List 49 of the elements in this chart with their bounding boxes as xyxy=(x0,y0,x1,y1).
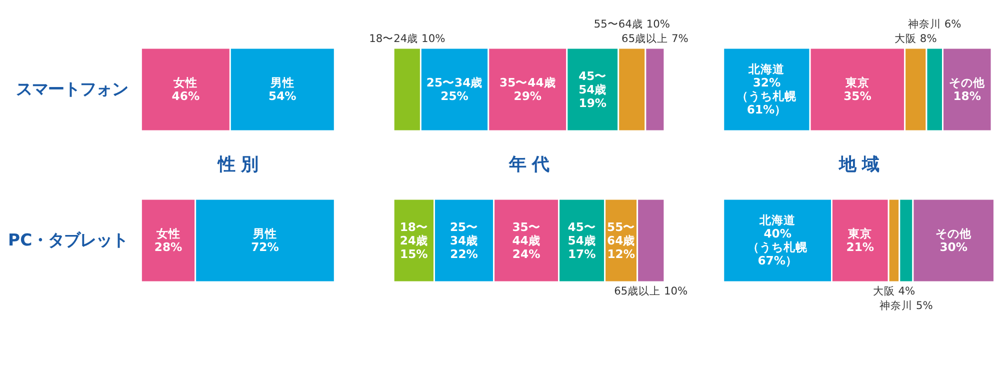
text: 男性 xyxy=(252,226,277,241)
data-label: 21% xyxy=(846,240,874,254)
data-label: 30% xyxy=(940,240,968,254)
text: 65歳以上 10% xyxy=(614,284,688,298)
data-label: 24% xyxy=(512,246,541,261)
text: 神奈川 6% xyxy=(908,18,962,31)
series-label: その他 xyxy=(949,76,986,90)
text: 東京 xyxy=(845,76,870,90)
series-label: 35〜44歳 xyxy=(500,76,556,90)
series-label: 55〜 64歳 xyxy=(607,220,636,248)
text: 神奈川 5% xyxy=(880,299,933,312)
text: 大阪 4% xyxy=(872,284,916,298)
data-label: 32% （うち札幌 61%） xyxy=(736,76,798,117)
text: 55〜64歳 10% xyxy=(594,18,670,31)
data-label: 72% xyxy=(251,240,280,254)
data-label: 19% xyxy=(578,96,607,110)
text: 18〜24歳 10% xyxy=(369,32,446,46)
data-label: 18% xyxy=(953,89,982,104)
text: 45〜54歳 xyxy=(578,68,607,96)
text: 性 別 xyxy=(216,154,258,175)
y-tick-label: スマートフォン xyxy=(16,79,128,98)
data-label: 25% xyxy=(440,89,469,104)
text: 大阪 8% xyxy=(894,32,937,46)
text: 女性 xyxy=(174,76,198,90)
text: 地 域 xyxy=(838,154,879,175)
series-label: 女性 xyxy=(155,226,180,241)
data-label: 46% xyxy=(172,89,200,104)
text: 35〜44歳 xyxy=(512,220,540,248)
text: 北海道 xyxy=(748,62,785,76)
data-label: 15% xyxy=(400,246,428,261)
data-label: 22% xyxy=(450,246,478,261)
data-label: 28% xyxy=(154,240,183,254)
text: 25〜34歳 xyxy=(450,220,478,248)
series-label: 東京 xyxy=(847,226,872,241)
series-label: 25〜34歳 xyxy=(426,76,483,90)
series-label: 北海道 xyxy=(758,213,797,228)
series-label: 18〜 24歳 xyxy=(400,220,428,248)
data-label: 40% （うち札幌 67%） xyxy=(748,226,809,268)
y-tick-label: PC・タブレット xyxy=(8,230,128,250)
data-label: 35% xyxy=(844,89,872,104)
text: その他 xyxy=(936,226,972,241)
text: 65歳以上 7% xyxy=(622,32,688,46)
series-label: 45〜54歳 xyxy=(568,220,596,248)
data-label: 12% xyxy=(607,246,636,261)
data-label: 29% xyxy=(514,89,542,104)
data-label: 54% xyxy=(268,89,297,104)
data-label: 17% xyxy=(568,246,596,261)
series-label: 男性 xyxy=(269,76,294,90)
text: 年 代 xyxy=(508,154,550,175)
